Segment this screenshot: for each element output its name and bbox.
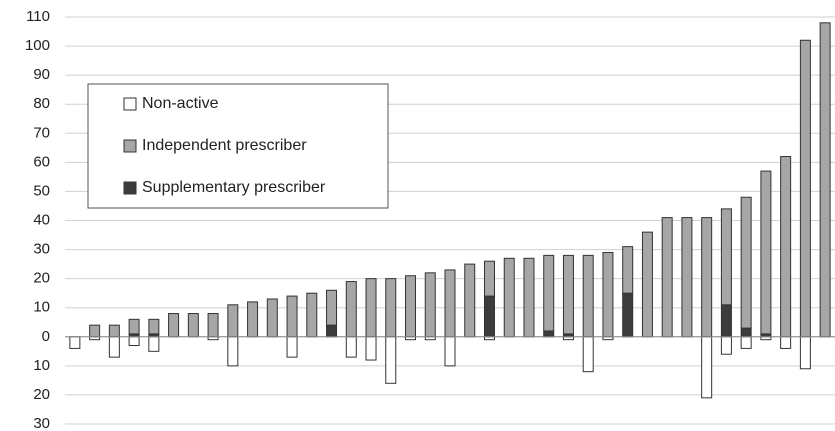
bar-segment (681, 217, 693, 338)
bar-segment (266, 298, 278, 338)
bar-segment (385, 278, 397, 338)
bar-segment (326, 324, 338, 338)
bar-segment (227, 336, 239, 367)
y-tick-label: 50 (33, 182, 50, 199)
bar-segment (543, 254, 555, 332)
bar-segment (69, 336, 81, 349)
bar-segment (543, 330, 555, 338)
bar-segment (286, 295, 298, 338)
bar-segment (345, 281, 357, 338)
bar-segment (128, 318, 140, 335)
legend-swatch (123, 97, 137, 111)
bar-segment (780, 156, 792, 338)
bar-segment (720, 336, 732, 355)
bar-segment (503, 257, 515, 338)
bar-segment (582, 254, 594, 338)
bar-segment (701, 336, 713, 399)
bar-segment (740, 327, 752, 338)
legend-label: Non-active (142, 95, 219, 112)
bar-segment (799, 336, 811, 370)
bar-segment (108, 324, 120, 338)
bar-segment (622, 292, 634, 338)
bar-segment (148, 318, 160, 335)
y-tick-label: 40 (33, 211, 50, 228)
bar-segment (385, 336, 397, 384)
bar-segment (780, 336, 792, 349)
y-tick-label: 70 (33, 124, 50, 141)
bar-segment (286, 336, 298, 358)
y-tick-label: 30 (33, 415, 50, 431)
legend-label: Independent prescriber (142, 137, 307, 154)
bar-segment (306, 292, 318, 338)
bar-segment (345, 336, 357, 358)
y-tick-label: 100 (25, 37, 50, 54)
bar-segment (424, 272, 436, 338)
legend-box (87, 83, 389, 209)
bar-segment (148, 336, 160, 352)
legend-label: Supplementary prescriber (142, 179, 326, 196)
bar-segment (405, 275, 417, 338)
legend-swatch (123, 139, 137, 153)
bar-segment (740, 336, 752, 349)
bar-segment (483, 260, 495, 297)
bar-segment (483, 295, 495, 338)
bar-segment (187, 313, 199, 338)
y-tick-label: 20 (33, 386, 50, 403)
bar-segment (720, 304, 732, 338)
bar-segment (622, 246, 634, 294)
bar-segment (740, 196, 752, 329)
bar-segment (444, 269, 456, 338)
y-tick-label: 0 (42, 328, 50, 345)
legend-swatch (123, 181, 137, 195)
y-tick-label: 10 (33, 357, 50, 374)
bar-segment (108, 336, 120, 358)
y-tick-label: 60 (33, 153, 50, 170)
bar-segment (247, 301, 259, 338)
bar-segment (523, 257, 535, 338)
bar-segment (365, 278, 377, 338)
bar-segment (582, 336, 594, 373)
bar-segment (799, 39, 811, 338)
y-tick-label: 110 (26, 8, 50, 25)
bar-segment (819, 22, 831, 338)
bar-segment (562, 254, 574, 335)
bar-segment (227, 304, 239, 338)
bar-segment (464, 263, 476, 338)
bar-segment (641, 231, 653, 338)
y-tick-label: 90 (33, 66, 50, 83)
y-tick-label: 80 (33, 95, 50, 112)
y-tick-label: 10 (33, 299, 50, 316)
bar-segment (701, 217, 713, 338)
bar-segment (365, 336, 377, 361)
bar-segment (326, 289, 338, 326)
bar-segment (602, 251, 614, 338)
y-tick-label: 30 (33, 241, 50, 258)
bar-segment (661, 217, 673, 338)
bar-segment (207, 313, 219, 338)
bar-segment (720, 208, 732, 306)
bar-segment (444, 336, 456, 367)
bar-segment (128, 336, 140, 347)
y-tick-label: 20 (33, 270, 50, 287)
bar-segment (89, 324, 101, 338)
bar-segment (760, 170, 772, 335)
bar-segment (168, 313, 180, 338)
